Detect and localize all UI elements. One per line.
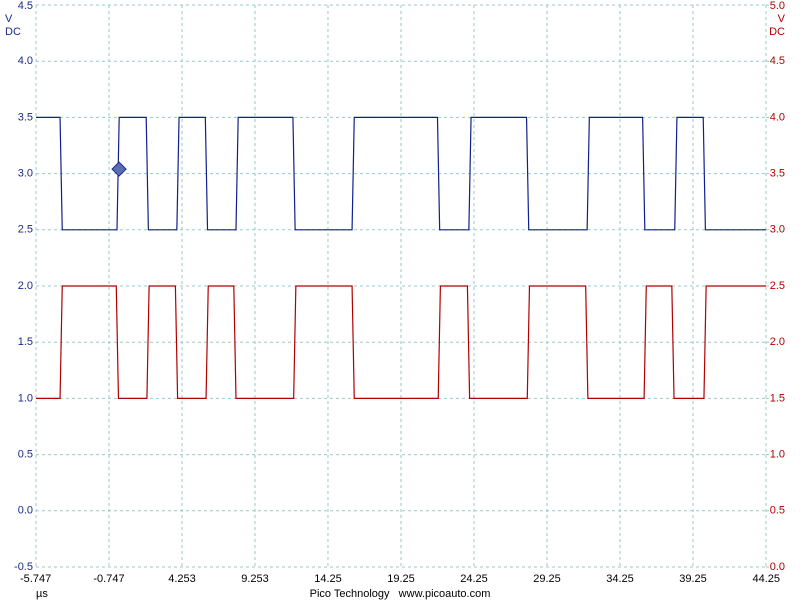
x-tick-label: -5.747 [20, 573, 51, 585]
y2-tick-label: 3.5 [770, 168, 785, 180]
x-tick-label: 4.253 [168, 573, 196, 585]
x-tick-label: 44.25 [752, 573, 780, 585]
x-tick-label: 24.25 [460, 573, 488, 585]
y2-tick-label: 4.0 [770, 111, 785, 123]
x-tick-label: 34.25 [606, 573, 634, 585]
x-tick-label: 29.25 [533, 573, 561, 585]
trace [36, 285, 766, 399]
x-tick-label: -0.747 [93, 573, 124, 585]
cursor-marker [111, 161, 127, 177]
y-tick-label: 3.0 [18, 168, 33, 180]
x-tick-label: 9.253 [241, 573, 269, 585]
y2-tick-label: 1.0 [770, 449, 785, 461]
y-tick-label: 0.0 [18, 505, 33, 517]
x-tick-label: 14.25 [314, 573, 342, 585]
y-tick-label: 3.5 [18, 111, 33, 123]
y-unit: V [5, 13, 13, 25]
y2-tick-label: 3.0 [770, 224, 785, 236]
y-tick-label: 0.5 [18, 449, 33, 461]
y2-unit: V [778, 13, 786, 25]
y2-tick-label: 0.5 [770, 505, 785, 517]
y-tick-label: 1.5 [18, 336, 33, 348]
x-tick-label: 19.25 [387, 573, 415, 585]
trace [36, 116, 766, 231]
y2-tick-label: 2.0 [770, 336, 785, 348]
footer: Pico Technology www.picoauto.com [310, 588, 491, 600]
y2-tick-label: 0.0 [770, 561, 785, 573]
y-tick-label: 4.0 [18, 55, 33, 67]
y-tick-label: -0.5 [14, 561, 33, 573]
x-tick-label: 39.25 [679, 573, 707, 585]
y-tick-label: 1.0 [18, 392, 33, 404]
y2-tick-label: 5.0 [770, 0, 785, 12]
y2-tick-label: 2.5 [770, 280, 785, 292]
y2-tick-label: 1.5 [770, 392, 785, 404]
y-tick-label: 2.5 [18, 224, 33, 236]
y2-tick-label: 4.5 [770, 55, 785, 67]
y-coupling: DC [5, 26, 21, 38]
y-tick-label: 4.5 [18, 0, 33, 12]
y-tick-label: 2.0 [18, 280, 33, 292]
x-axis-label: µs [36, 588, 48, 600]
y2-coupling: DC [769, 26, 785, 38]
